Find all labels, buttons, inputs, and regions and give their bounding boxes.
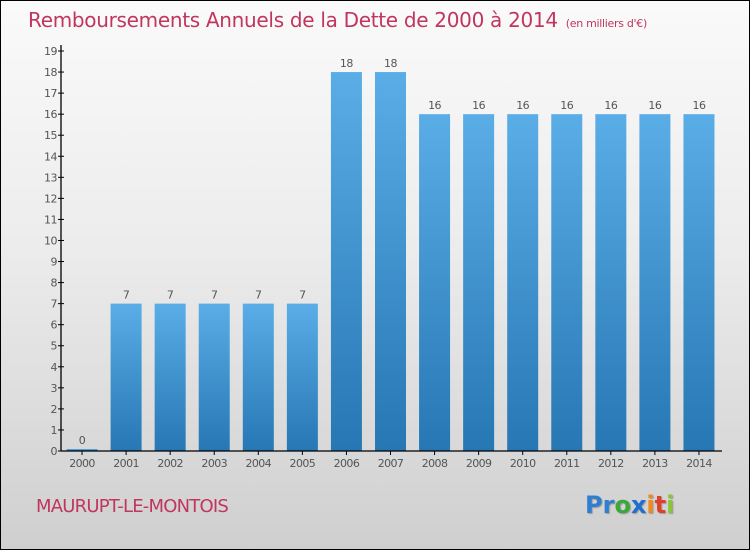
chart-title: Remboursements Annuels de la Dette de 20… [28,8,647,32]
x-tick-label: 2011 [554,457,580,470]
x-tick-label: 2000 [69,457,95,470]
bar-2010 [507,114,539,451]
bar-2003 [198,303,230,451]
bar-2002 [154,303,186,451]
x-tick-label: 2013 [642,457,668,470]
x-tick-label: 2014 [686,457,712,470]
y-tick-label: 16 [44,108,57,121]
y-tick-label: 5 [51,340,58,353]
bar-2005 [286,303,318,451]
chart-title-text: Remboursements Annuels de la Dette de 20… [28,8,558,32]
logo-letter: P [585,491,603,519]
data-label: 16 [472,99,485,112]
data-label: 16 [428,99,441,112]
y-tick-label: 12 [44,192,57,205]
bar-2014 [683,114,715,451]
data-label: 16 [604,99,617,112]
bar-2000 [66,449,98,451]
y-tick-label: 13 [44,171,57,184]
data-label: 18 [340,57,353,70]
y-tick-label: 15 [44,129,57,142]
y-tick-label: 10 [44,234,57,247]
x-tick-label: 2008 [422,457,448,470]
bar-2001 [110,303,142,451]
x-tick-label: 2005 [290,457,316,470]
y-tick-label: 18 [44,66,57,79]
bars-group [66,72,715,451]
x-tick-label: 2007 [378,457,404,470]
data-label: 18 [384,57,397,70]
data-label: 16 [516,99,529,112]
data-label: 7 [299,289,306,302]
data-label: 16 [648,99,661,112]
y-tick-label: 2 [51,403,58,416]
x-axis-ticks [81,451,700,455]
x-axis-labels: 2000 2001 2002 2003 2004 2005 2006 2007 2008 2009… [69,457,713,470]
data-label: 0 [79,434,86,447]
logo-letter: r [602,491,615,519]
y-tick-label: 14 [44,150,57,163]
bar-2013 [639,114,671,451]
logo-letter: i [646,491,655,519]
data-label: 16 [560,99,573,112]
bar-2006 [330,72,362,451]
data-label: 7 [211,289,218,302]
logo-letter: i [666,491,675,519]
x-tick-label: 2001 [113,457,139,470]
y-axis-ticks [58,50,64,452]
x-tick-label: 2002 [157,457,183,470]
x-tick-label: 2009 [466,457,492,470]
data-label: 7 [167,289,174,302]
data-label: 7 [123,289,130,302]
y-tick-label: 8 [51,277,58,290]
chart-unit: (en milliers d'€) [565,17,647,30]
bar-2008 [419,114,451,451]
bar-2011 [551,114,583,451]
bar-2004 [242,303,274,451]
logo-letter: x [630,491,647,519]
logo-letter: o [614,491,631,519]
y-tick-label: 11 [44,213,57,226]
data-label: 16 [692,99,705,112]
y-tick-label: 1 [51,424,58,437]
x-tick-label: 2012 [598,457,624,470]
x-tick-label: 2010 [510,457,536,470]
commune-name: MAURUPT-LE-MONTOIS [36,496,229,517]
proxiti-logo[interactable]: Proxiti [585,491,674,519]
data-label: 7 [255,289,262,302]
y-tick-label: 3 [51,382,58,395]
bar-2007 [375,72,406,451]
y-tick-label: 17 [44,87,57,100]
y-tick-label: 0 [51,445,58,458]
data-labels: 0 7 7 7 7 7 18 18 16 16 16 16 16 16 16 [79,57,707,447]
y-tick-label: 6 [51,319,58,332]
y-tick-label: 9 [51,256,58,269]
logo-letter: t [654,491,667,519]
bar-2009 [463,114,495,451]
y-tick-label: 7 [51,298,58,311]
x-tick-label: 2004 [245,457,271,470]
bar-2012 [595,114,627,451]
y-tick-label: 4 [51,361,58,374]
x-tick-label: 2003 [201,457,227,470]
y-tick-label: 19 [44,45,57,58]
x-tick-label: 2006 [334,457,360,470]
